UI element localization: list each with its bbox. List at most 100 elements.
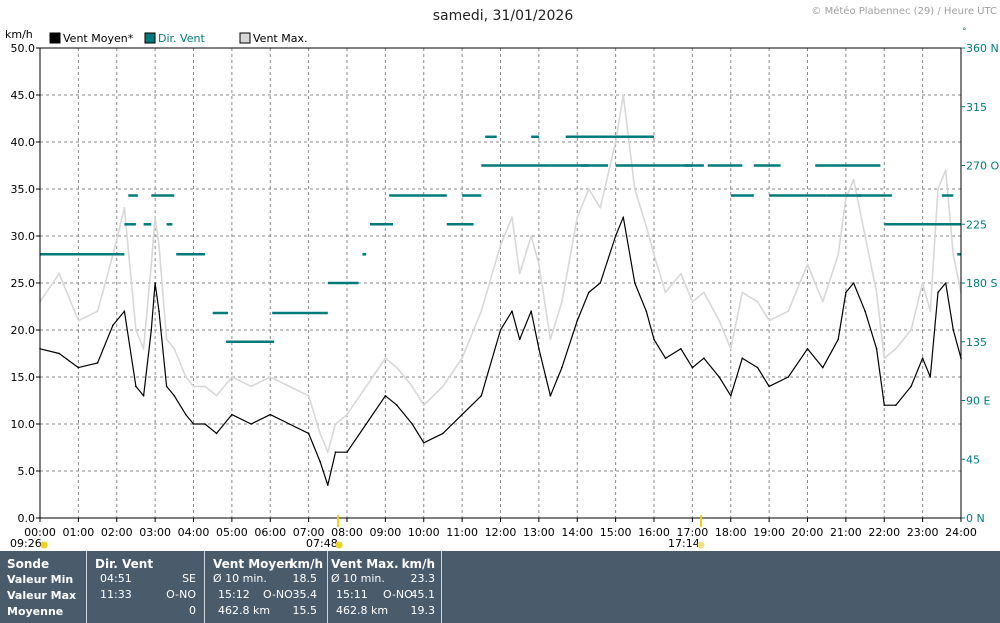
max-max-dir: O-NO	[383, 588, 413, 601]
chart-title: samedi, 31/01/2026	[433, 8, 574, 24]
panel-separator	[204, 551, 205, 623]
data-point	[883, 357, 886, 360]
data-point	[158, 244, 160, 247]
data-point	[622, 94, 625, 96]
data-point	[576, 319, 579, 322]
x-tick-label: 06:00	[254, 526, 286, 539]
data-point	[664, 291, 667, 294]
sonde-header: Sonde	[7, 557, 50, 571]
max-mean-value: 19.3	[410, 604, 436, 617]
data-point	[288, 385, 291, 388]
data-point	[822, 301, 824, 303]
dir-mean-value: 0	[189, 604, 196, 617]
data-point	[215, 432, 218, 435]
data-point	[327, 451, 329, 454]
data-point	[921, 282, 924, 284]
sonde-row-mean: Moyenne	[7, 605, 64, 618]
data-point	[423, 442, 425, 444]
sun-markers: 09:26 07:48 17:14	[10, 515, 705, 550]
data-point	[718, 319, 720, 322]
y-tick-label: 40.0	[11, 136, 36, 149]
data-point	[112, 324, 114, 327]
data-point	[910, 385, 912, 388]
sunset-sun-icon	[697, 541, 705, 549]
data-point	[530, 235, 532, 237]
data-point	[423, 404, 425, 407]
moyen-min-value: 18.5	[292, 572, 318, 585]
max-column: Vent Max. km/h Ø 10 min. 23.3 15:11 O-NO…	[328, 551, 441, 623]
data-point	[77, 366, 80, 369]
x-tick-label: 13:00	[523, 526, 555, 539]
data-point	[576, 216, 579, 218]
data-point	[77, 319, 80, 322]
data-point	[384, 395, 387, 397]
data-point	[511, 216, 513, 218]
dir-column: Dir. Vent 04:51 SE 11:33 O-NO 0	[87, 551, 204, 623]
dir-min-value: SE	[182, 572, 196, 585]
data-point	[269, 376, 272, 378]
x-tick-label: 02:00	[101, 526, 133, 539]
data-point	[588, 291, 590, 294]
data-point	[645, 310, 648, 313]
data-point	[538, 348, 540, 350]
y2-axis-ticks: 0 N 45 90 E 135 180 S 225 270 O 315 360 N	[961, 42, 999, 525]
data-point	[691, 301, 694, 303]
x-tick-label: 20:00	[792, 526, 824, 539]
data-point	[806, 348, 809, 350]
legend-label-moyen: Vent Moyen*	[63, 32, 134, 45]
data-point	[411, 423, 414, 425]
data-point	[158, 310, 160, 313]
data-point	[307, 432, 310, 435]
data-point	[530, 310, 532, 313]
x-tick-label: 24:00	[945, 526, 977, 539]
y2-tick-label: 270 O	[966, 160, 999, 173]
y2-tick-label: 360 N	[966, 42, 999, 55]
y2-tick-label: 90 E	[966, 395, 990, 408]
y-tick-label: 50.0	[11, 42, 36, 55]
data-point	[561, 366, 563, 369]
y-tick-label: 10.0	[11, 418, 36, 431]
data-point	[538, 263, 540, 266]
data-point	[499, 329, 502, 331]
x-tick-label: 23:00	[907, 526, 939, 539]
panel-separator	[86, 551, 87, 623]
data-point	[864, 310, 866, 313]
data-point	[480, 395, 483, 397]
legend-swatch-dir	[144, 32, 156, 44]
moyen-min-label: Ø 10 min.	[213, 572, 267, 585]
data-point	[895, 348, 897, 350]
data-point	[929, 310, 932, 313]
y-tick-label: 15.0	[11, 371, 36, 384]
solar-noon-time: 07:48	[306, 537, 338, 550]
data-point	[768, 319, 770, 322]
data-point	[787, 376, 790, 378]
y2-tick-label: 180 S	[966, 277, 997, 290]
stats-panel: Sonde Valeur Min Valeur Max Moyenne Dir.…	[0, 551, 1000, 623]
data-point	[307, 395, 310, 397]
max-unit: km/h	[401, 557, 435, 571]
data-point	[334, 423, 337, 425]
data-point	[599, 207, 602, 209]
data-point	[937, 291, 939, 294]
data-point	[319, 432, 321, 435]
data-point	[231, 413, 233, 416]
legend-label-dir: Dir. Vent	[158, 32, 205, 45]
data-point	[561, 301, 563, 303]
data-point	[58, 352, 60, 355]
x-tick-label: 10:00	[408, 526, 440, 539]
data-point	[691, 366, 694, 369]
x-tick-label: 07:00	[293, 526, 325, 539]
data-point	[883, 404, 886, 407]
moyen-max-dir: O-NO	[263, 588, 293, 601]
data-point	[154, 216, 156, 218]
max-max-value: 45.1	[410, 588, 436, 601]
data-point	[185, 413, 187, 416]
data-point	[614, 141, 617, 143]
data-point	[215, 395, 218, 397]
data-point	[192, 385, 195, 388]
y-tick-label: 25.0	[11, 277, 36, 290]
data-point	[837, 254, 839, 256]
moyen-mean-dist: 462.8 km	[218, 604, 271, 617]
data-point	[165, 338, 168, 341]
data-point	[645, 225, 648, 228]
